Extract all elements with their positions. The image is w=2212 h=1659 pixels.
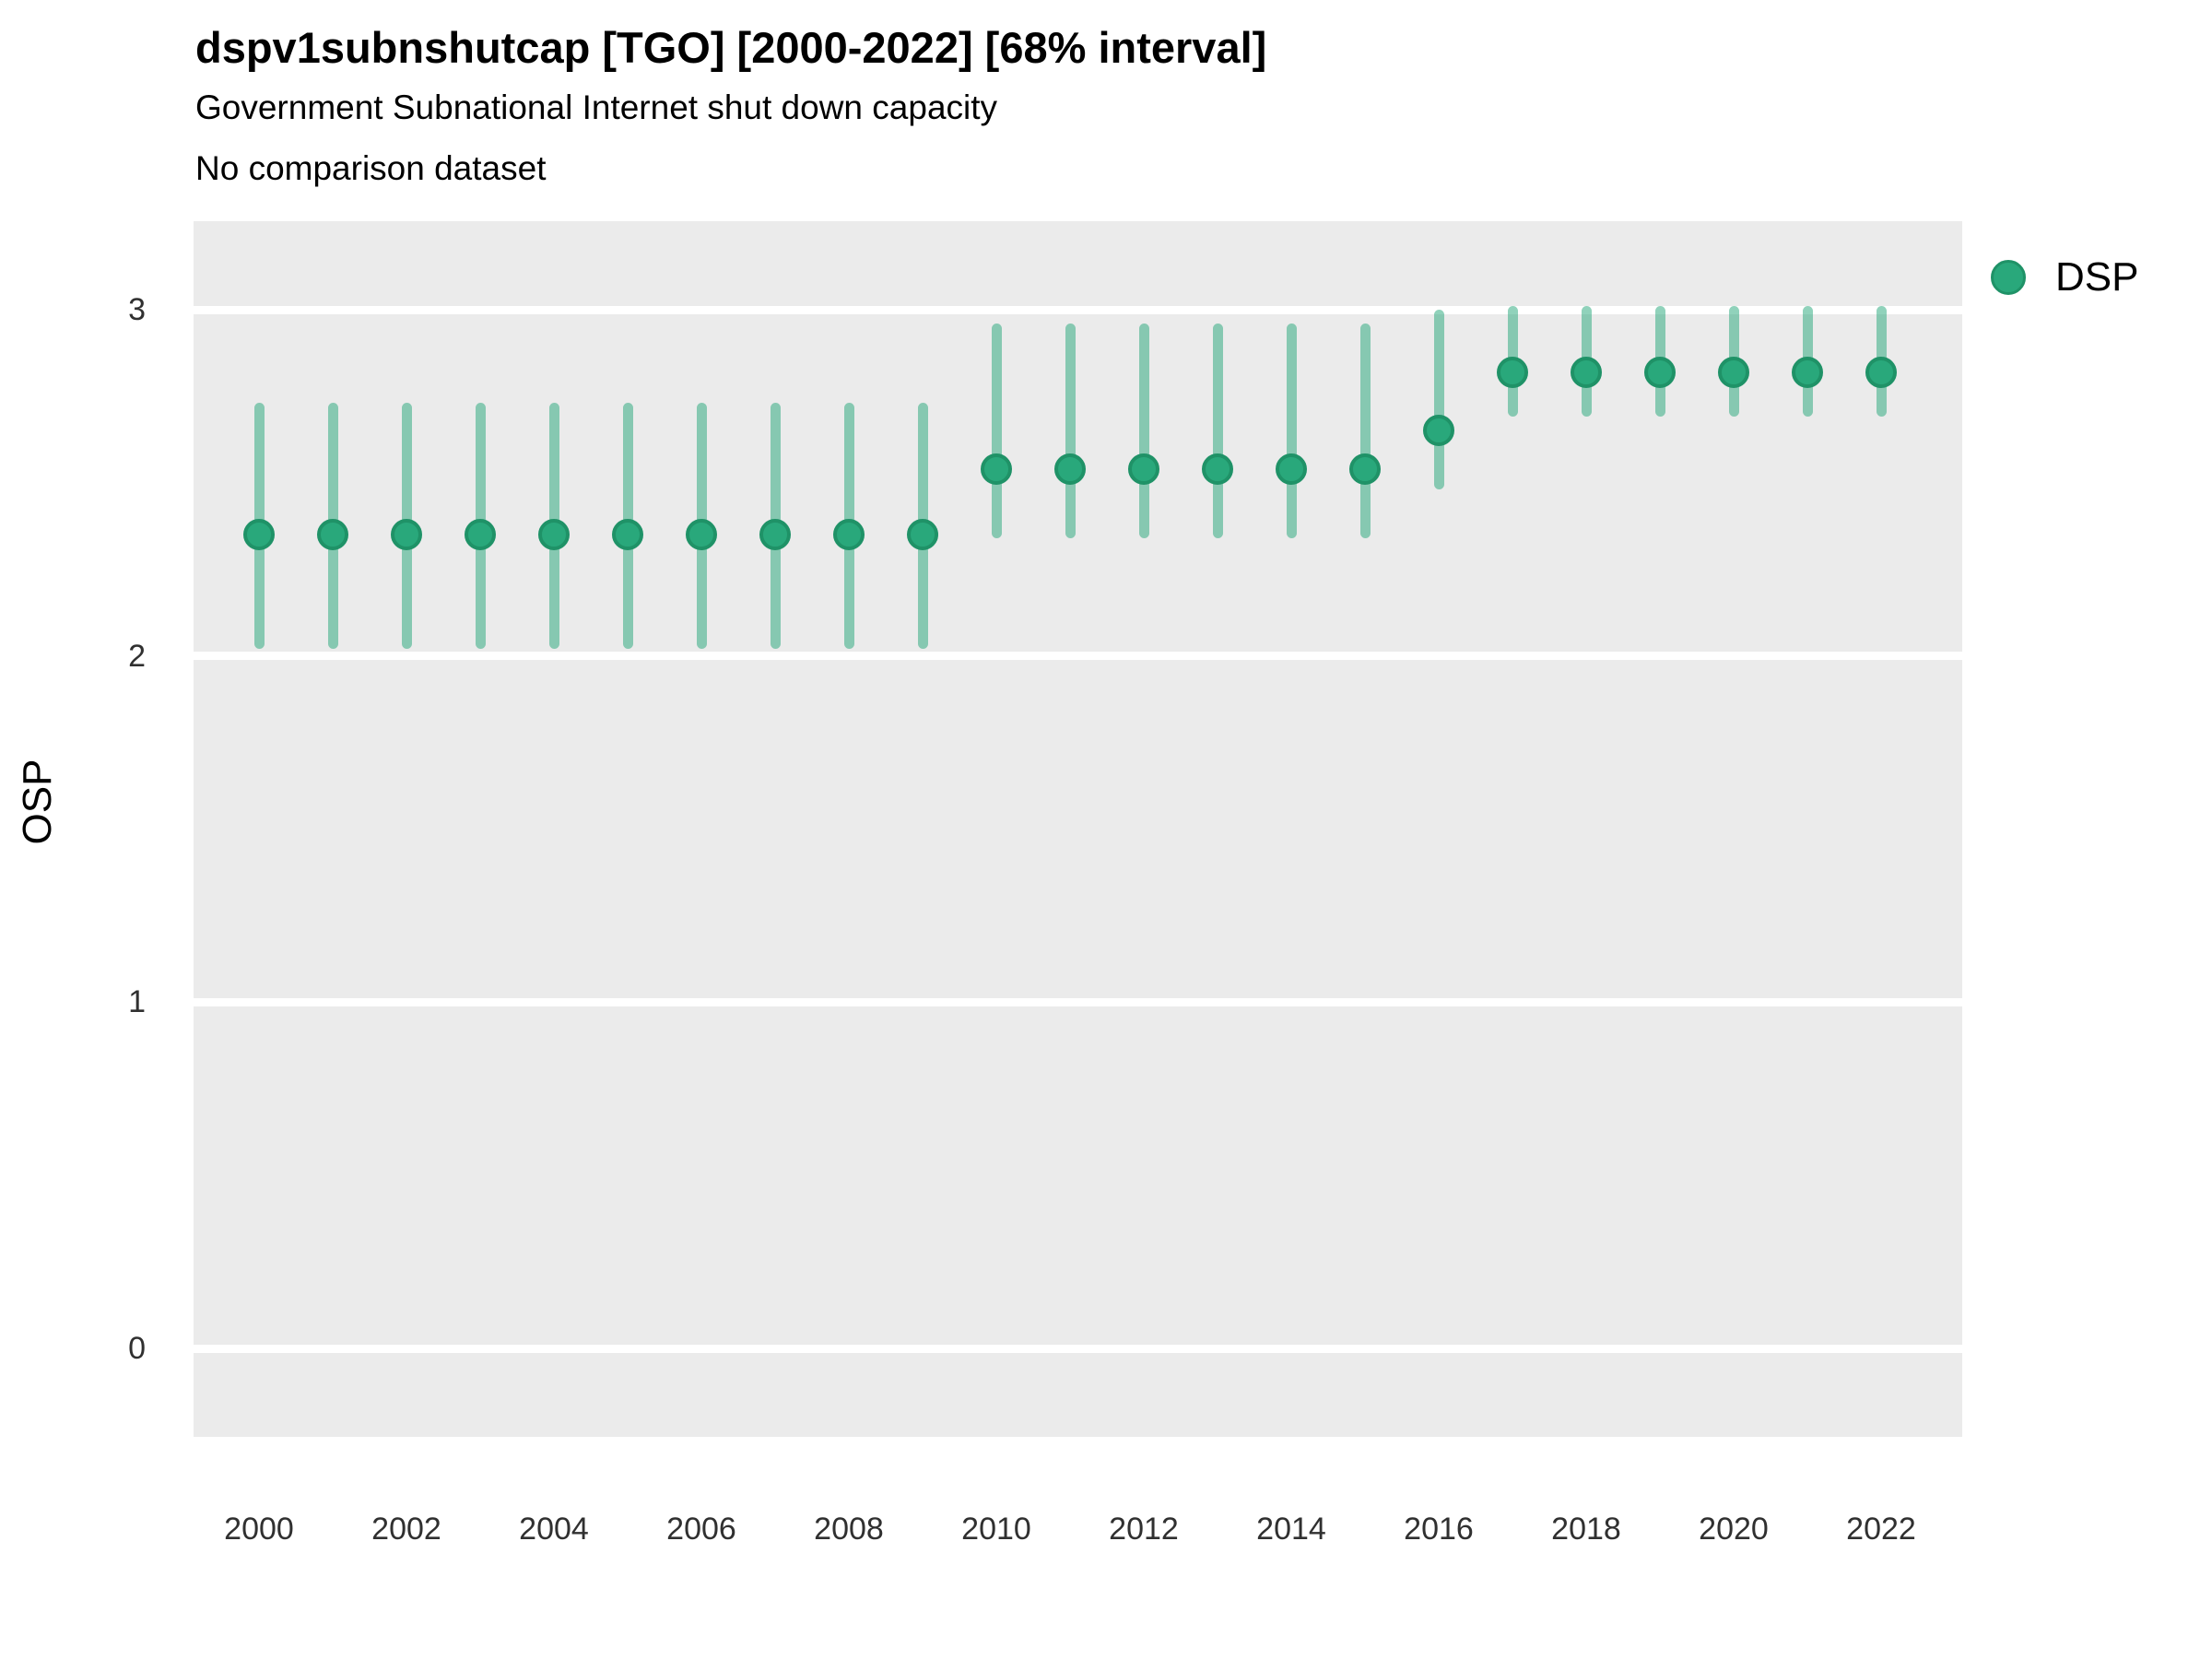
data-point-2014: [1276, 453, 1307, 485]
data-point-2010: [981, 453, 1012, 485]
data-point-2009: [907, 519, 938, 551]
data-point-2011: [1054, 453, 1086, 485]
data-point-2007: [759, 519, 791, 551]
y-tick-label-3: 3: [128, 292, 146, 327]
interval-bar-2010: [991, 324, 1002, 538]
chart-title: dspv1subnshutcap [TGO] [2000-2022] [68% …: [195, 23, 1267, 72]
x-tick-label-2004: 2004: [519, 1512, 589, 1547]
interval-bar-2011: [1065, 324, 1076, 538]
data-point-2002: [391, 519, 422, 551]
data-point-2001: [317, 519, 348, 551]
y-tick-label-0: 0: [128, 1331, 146, 1367]
x-tick-label-2010: 2010: [961, 1512, 1031, 1547]
y-axis-title: OSP: [15, 759, 60, 845]
data-point-2003: [465, 519, 496, 551]
x-tick-label-2006: 2006: [666, 1512, 736, 1547]
y-tick-label-2: 2: [128, 638, 146, 674]
gridline-y-3: [194, 305, 1962, 314]
x-tick-label-2014: 2014: [1256, 1512, 1326, 1547]
data-point-2015: [1349, 453, 1381, 485]
data-point-2019: [1644, 356, 1676, 388]
x-tick-label-2002: 2002: [371, 1512, 441, 1547]
x-tick-label-2000: 2000: [224, 1512, 294, 1547]
interval-bar-2013: [1212, 324, 1223, 538]
legend-label: DSP: [2055, 254, 2139, 300]
interval-bar-2016: [1433, 310, 1444, 490]
x-tick-label-2022: 2022: [1846, 1512, 1916, 1547]
interval-bar-2015: [1359, 324, 1371, 538]
data-point-2022: [1865, 356, 1897, 388]
data-point-2018: [1571, 356, 1602, 388]
interval-bar-2014: [1286, 324, 1297, 538]
x-tick-label-2016: 2016: [1404, 1512, 1474, 1547]
data-point-2012: [1128, 453, 1159, 485]
data-point-2016: [1423, 415, 1454, 447]
data-point-2021: [1792, 356, 1823, 388]
gridline-y-2: [194, 652, 1962, 661]
chart-comparison-note: No comparison dataset: [195, 149, 547, 187]
legend-dot-icon: [1991, 260, 2026, 295]
data-point-2008: [833, 519, 865, 551]
x-tick-label-2018: 2018: [1551, 1512, 1621, 1547]
x-tick-label-2008: 2008: [814, 1512, 884, 1547]
legend: DSP: [1991, 254, 2138, 300]
data-point-2006: [686, 519, 717, 551]
data-point-2004: [538, 519, 570, 551]
interval-bar-2012: [1138, 324, 1149, 538]
data-point-2013: [1202, 453, 1233, 485]
data-point-2020: [1718, 356, 1749, 388]
data-point-2000: [243, 519, 275, 551]
gridline-y-1: [194, 997, 1962, 1006]
chart-subtitle: Government Subnational Internet shut dow…: [195, 88, 998, 126]
x-tick-label-2020: 2020: [1699, 1512, 1769, 1547]
data-point-2017: [1497, 356, 1528, 388]
y-tick-label-1: 1: [128, 984, 146, 1020]
gridline-y-0: [194, 1344, 1962, 1353]
x-tick-label-2012: 2012: [1109, 1512, 1179, 1547]
plot-panel: [194, 221, 1962, 1437]
data-point-2005: [612, 519, 643, 551]
